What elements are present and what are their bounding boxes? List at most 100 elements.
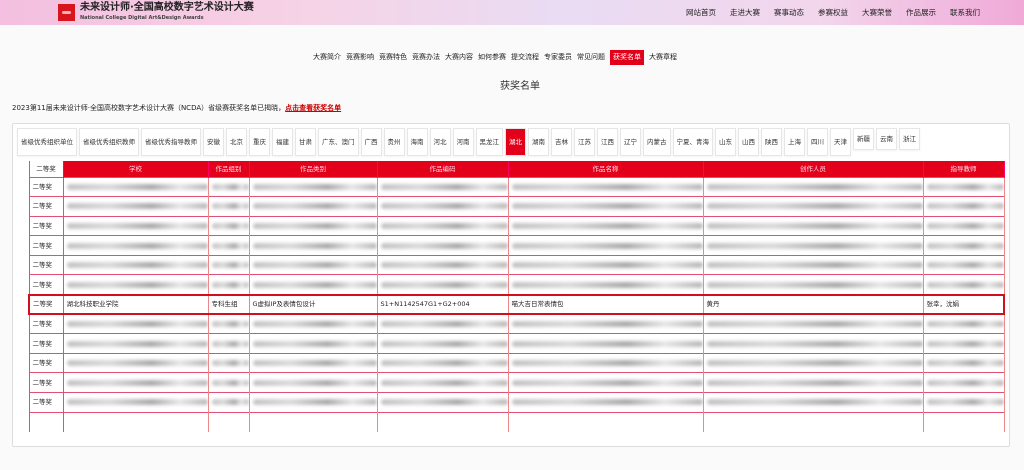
tab-region[interactable]: 江苏 — [574, 128, 595, 156]
redacted-text — [380, 399, 507, 406]
tab-region[interactable]: 海南 — [406, 128, 428, 156]
tab-region[interactable]: 广西 — [360, 128, 382, 156]
tab-region[interactable]: 云南 — [876, 128, 897, 150]
top-nav-item[interactable]: 网站首页 — [686, 8, 716, 17]
tab-region[interactable]: 甘肃 — [295, 128, 316, 156]
tab-region[interactable]: 湖南 — [528, 128, 549, 156]
subnav-item[interactable]: 提交流程 — [511, 53, 539, 61]
blurred-cell — [923, 274, 1005, 295]
subnav-item[interactable]: 大赛内容 — [445, 53, 473, 61]
subnav-item[interactable]: 大赛章程 — [649, 53, 677, 61]
top-nav-item[interactable]: 走进大赛 — [730, 8, 760, 17]
subnav-item[interactable]: 竞赛影响 — [346, 53, 374, 61]
blurred-cell — [63, 235, 209, 256]
tab-region[interactable]: 吉林 — [551, 128, 572, 156]
tab-region[interactable]: 天津 — [830, 128, 851, 156]
subnav-item[interactable]: 获奖名单 — [610, 50, 644, 65]
award-cell: 二等奖 — [28, 333, 64, 354]
tab-region[interactable]: 广东、澳门 — [318, 128, 359, 156]
tab-region[interactable]: 重庆 — [249, 128, 270, 156]
tab-region[interactable]: 辽宁 — [620, 128, 641, 156]
award-cell: 二等奖 — [28, 196, 64, 217]
blurred-cell — [249, 333, 378, 354]
cell-category: G虚拟IP及表情包设计 — [249, 293, 378, 316]
tab-region[interactable]: 上海 — [784, 128, 805, 156]
top-nav-item[interactable]: 参赛权益 — [818, 8, 848, 17]
table-row: 二等奖 — [28, 333, 1005, 354]
top-nav-item[interactable]: 大赛荣誉 — [862, 8, 892, 17]
top-nav: 网站首页 走进大赛 赛事动态 参赛权益 大赛荣誉 作品展示 联系我们 — [686, 8, 980, 17]
top-nav-item[interactable]: 作品展示 — [906, 8, 936, 17]
tab-region[interactable]: 宁夏、青海 — [672, 128, 713, 156]
tab-region[interactable]: 湖北 — [505, 128, 526, 156]
tab-region[interactable]: 黑龙江 — [475, 128, 503, 156]
tab-region[interactable]: 山西 — [738, 128, 759, 156]
subnav-item[interactable]: 专家委员 — [544, 53, 572, 61]
tab-region[interactable]: 河北 — [429, 128, 451, 156]
blurred-cell — [208, 313, 250, 334]
tab-region[interactable]: 安徽 — [203, 128, 224, 156]
redacted-text — [380, 321, 507, 328]
redacted-text — [511, 203, 702, 210]
top-nav-item[interactable]: 赛事动态 — [774, 8, 804, 17]
blurred-cell — [508, 313, 704, 334]
redacted-text — [511, 222, 702, 229]
subnav-item[interactable]: 大赛简介 — [313, 53, 341, 61]
blurred-cell — [703, 196, 924, 217]
redacted-text — [66, 399, 207, 406]
table-row: 二等奖 — [28, 254, 1005, 275]
redacted-text — [252, 379, 376, 386]
redacted-text — [706, 379, 922, 386]
redacted-text — [926, 222, 1003, 229]
tab-region[interactable]: 省级优秀组织教师 — [79, 128, 139, 156]
tab-region[interactable]: 四川 — [807, 128, 828, 156]
blurred-cell — [377, 215, 509, 236]
redacted-text — [66, 262, 207, 269]
page-title: 获奖名单 — [500, 81, 540, 92]
logo-icon[interactable] — [58, 4, 75, 21]
top-nav-item[interactable]: 联系我们 — [950, 8, 980, 17]
tab-region[interactable]: 省级优秀指导教师 — [141, 128, 201, 156]
redacted-text — [511, 262, 702, 269]
blurred-cell — [249, 274, 378, 295]
tab-region[interactable]: 内蒙古 — [643, 128, 671, 156]
blurred-cell — [377, 274, 509, 295]
subnav-item[interactable]: 常见问题 — [577, 53, 605, 61]
tab-region[interactable]: 省级优秀组织单位 — [17, 128, 77, 156]
column-header: 学校 — [63, 161, 209, 177]
redacted-text — [252, 242, 376, 249]
blurred-cell — [63, 352, 209, 373]
blurred-cell — [508, 235, 704, 256]
cell-name: 喵大吉日常表情包 — [508, 293, 704, 316]
redacted-text — [380, 379, 507, 386]
redacted-text — [706, 281, 922, 288]
subnav-item[interactable]: 竞赛办法 — [412, 53, 440, 61]
redacted-text — [706, 203, 922, 210]
column-header: 作品名称 — [508, 161, 704, 177]
tab-region[interactable]: 浙江 — [899, 128, 920, 150]
redacted-text — [706, 360, 922, 367]
blurred-cell — [508, 392, 704, 413]
tab-region[interactable]: 江西 — [597, 128, 618, 156]
redacted-text — [511, 340, 702, 347]
tab-region[interactable]: 北京 — [226, 128, 247, 156]
redacted-text — [211, 340, 248, 347]
tab-region[interactable]: 新疆 — [853, 128, 874, 150]
tab-region[interactable]: 贵州 — [383, 128, 405, 156]
column-header: 创作人员 — [703, 161, 924, 177]
award-cell: 二等奖 — [28, 215, 64, 236]
subnav-item[interactable]: 竞赛特色 — [379, 53, 407, 61]
subnav-item[interactable]: 如何参赛 — [478, 53, 506, 61]
table-row: 二等奖 — [28, 176, 1005, 197]
blurred-cell — [703, 235, 924, 256]
tab-region[interactable]: 陕西 — [761, 128, 782, 156]
view-list-link[interactable]: 点击查看获奖名单 — [285, 104, 342, 112]
redacted-text — [66, 203, 207, 210]
redacted-text — [706, 222, 922, 229]
redacted-text — [211, 242, 248, 249]
tab-region[interactable]: 山东 — [715, 128, 736, 156]
redacted-text — [252, 399, 376, 406]
tab-region[interactable]: 福建 — [272, 128, 293, 156]
tab-region[interactable]: 河南 — [452, 128, 474, 156]
redacted-text — [926, 379, 1003, 386]
